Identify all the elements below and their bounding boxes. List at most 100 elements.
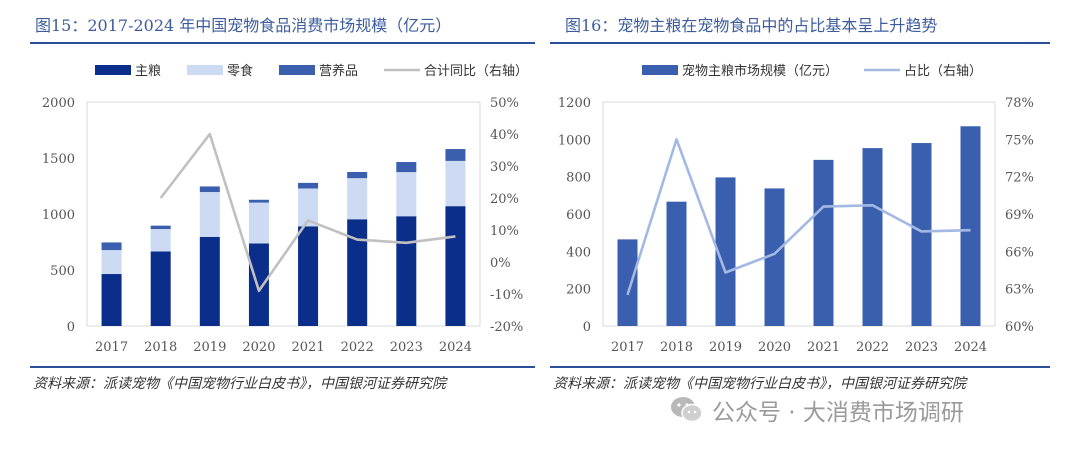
source-divider	[30, 366, 535, 368]
chart-title: 图16：宠物主粮在宠物食品中的占比基本呈上升趋势	[565, 16, 938, 35]
x-tick-label: 2024	[439, 340, 472, 355]
x-tick-label: 2023	[905, 340, 938, 355]
bar	[813, 159, 834, 326]
legend-label: 零食	[227, 63, 253, 79]
bar	[396, 216, 417, 326]
chart-title: 图15：2017-2024 年中国宠物食品消费市场规模（亿元）	[35, 16, 452, 35]
bar	[298, 226, 319, 326]
y-left-tick-label: 2000	[42, 96, 75, 111]
y-right-tick-label: 63%	[1005, 283, 1034, 298]
y-right-tick-label: -10%	[490, 288, 523, 303]
bar	[199, 192, 220, 237]
bar	[617, 239, 638, 326]
bar	[715, 177, 736, 326]
x-tick-label: 2021	[807, 340, 840, 355]
x-tick-label: 2024	[954, 340, 987, 355]
y-left-tick-label: 600	[566, 208, 591, 223]
bar	[764, 188, 785, 326]
chart-panel-left: 图15：2017-2024 年中国宠物食品消费市场规模（亿元） 0 500 1000…	[30, 16, 535, 392]
bar	[150, 225, 171, 230]
y-right-tick-label: 75%	[1005, 133, 1034, 148]
y-right-tick-label: 72%	[1005, 171, 1034, 186]
legend-label: 合计同比（右轴）	[424, 64, 528, 79]
y-left-tick-label: 1500	[42, 152, 75, 167]
y-right-tick-label: 10%	[490, 224, 519, 239]
legend-swatch	[95, 65, 131, 75]
y-right-tick-label: -20%	[490, 320, 523, 335]
bar	[248, 202, 269, 244]
bar	[150, 251, 171, 326]
bar	[666, 201, 687, 326]
bar	[347, 219, 368, 326]
watermark-text: 公众号 · 大消费市场调研	[712, 400, 964, 426]
x-tick-label: 2017	[95, 340, 128, 355]
wechat-icon	[671, 397, 703, 423]
bar	[396, 162, 417, 173]
x-tick-label: 2019	[709, 340, 742, 355]
y-left-tick-label: 400	[566, 245, 591, 260]
y-right-tick-label: 60%	[1005, 320, 1034, 335]
x-tick-label: 2018	[144, 340, 177, 355]
y-right-tick-label: 78%	[1005, 96, 1034, 111]
legend-swatch	[642, 65, 678, 75]
bar	[298, 188, 319, 227]
legend-label: 主粮	[135, 64, 161, 79]
x-tick-label: 2021	[292, 340, 325, 355]
y-right-tick-label: 20%	[490, 192, 519, 207]
bar	[101, 250, 122, 275]
legend-swatch	[187, 65, 223, 75]
legend-label: 占比（右轴）	[904, 64, 982, 79]
x-tick-label: 2019	[193, 340, 226, 355]
bar	[445, 160, 466, 207]
legend-label: 营养品	[319, 63, 358, 79]
y-right-tick-label: 40%	[490, 128, 519, 143]
bar	[862, 148, 883, 326]
x-tick-label: 2023	[390, 340, 423, 355]
x-tick-label: 2017	[611, 340, 644, 355]
x-tick-label: 2022	[341, 340, 374, 355]
legend-label: 宠物主粮市场规模（亿元）	[682, 63, 838, 79]
y-left-tick-label: 1000	[558, 133, 591, 148]
y-left-tick-label: 1200	[558, 96, 591, 111]
bar	[396, 172, 417, 217]
bar	[347, 172, 368, 179]
watermark: 公众号 · 大消费市场调研	[670, 392, 964, 428]
bar	[199, 186, 220, 193]
bar	[248, 243, 269, 326]
bar	[199, 236, 220, 326]
bar	[347, 178, 368, 220]
line-series	[626, 138, 971, 296]
y-right-tick-label: 50%	[490, 96, 519, 111]
x-tick-label: 2020	[758, 340, 791, 355]
x-tick-label: 2022	[856, 340, 889, 355]
line-series	[159, 132, 456, 293]
bar	[101, 242, 122, 251]
y-left-tick-label: 200	[566, 283, 591, 298]
legend-swatch	[279, 65, 315, 75]
chart-left: 0 500 1000 1500 2000 -20% -10% 0% 10% 20% 30% 40% 50…	[42, 63, 528, 355]
chart-right: 0 200 400 600 800 1000 1200 60% 63% 66% 69% 72% 75% 7…	[558, 63, 1034, 355]
x-tick-label: 2020	[242, 340, 275, 355]
y-left-tick-label: 500	[50, 264, 75, 279]
title-divider	[30, 42, 535, 44]
y-left-tick-label: 0	[583, 320, 591, 335]
source-note: 资料来源：派读宠物《中国宠物行业白皮书》，中国银河证券研究院	[553, 376, 966, 392]
bar	[445, 206, 466, 326]
bar	[911, 143, 932, 326]
bar	[150, 229, 171, 252]
bar	[960, 126, 981, 327]
plot-frame	[86, 101, 481, 327]
y-left-tick-label: 0	[67, 320, 75, 335]
y-right-tick-label: 0%	[490, 256, 511, 271]
title-divider	[550, 42, 1050, 44]
y-right-tick-label: 30%	[490, 160, 519, 175]
y-right-tick-label: 66%	[1005, 245, 1034, 260]
y-left-tick-label: 1000	[42, 208, 75, 223]
y-right-tick-label: 69%	[1005, 208, 1034, 223]
bar	[298, 182, 319, 189]
plot-frame	[602, 101, 996, 327]
bar	[248, 199, 269, 203]
source-divider	[550, 366, 1050, 368]
source-note: 资料来源：派读宠物《中国宠物行业白皮书》，中国银河证券研究院	[33, 376, 446, 392]
chart-panel-right: 图16：宠物主粮在宠物食品中的占比基本呈上升趋势 0 200 400 600 800 10…	[545, 0, 1080, 452]
